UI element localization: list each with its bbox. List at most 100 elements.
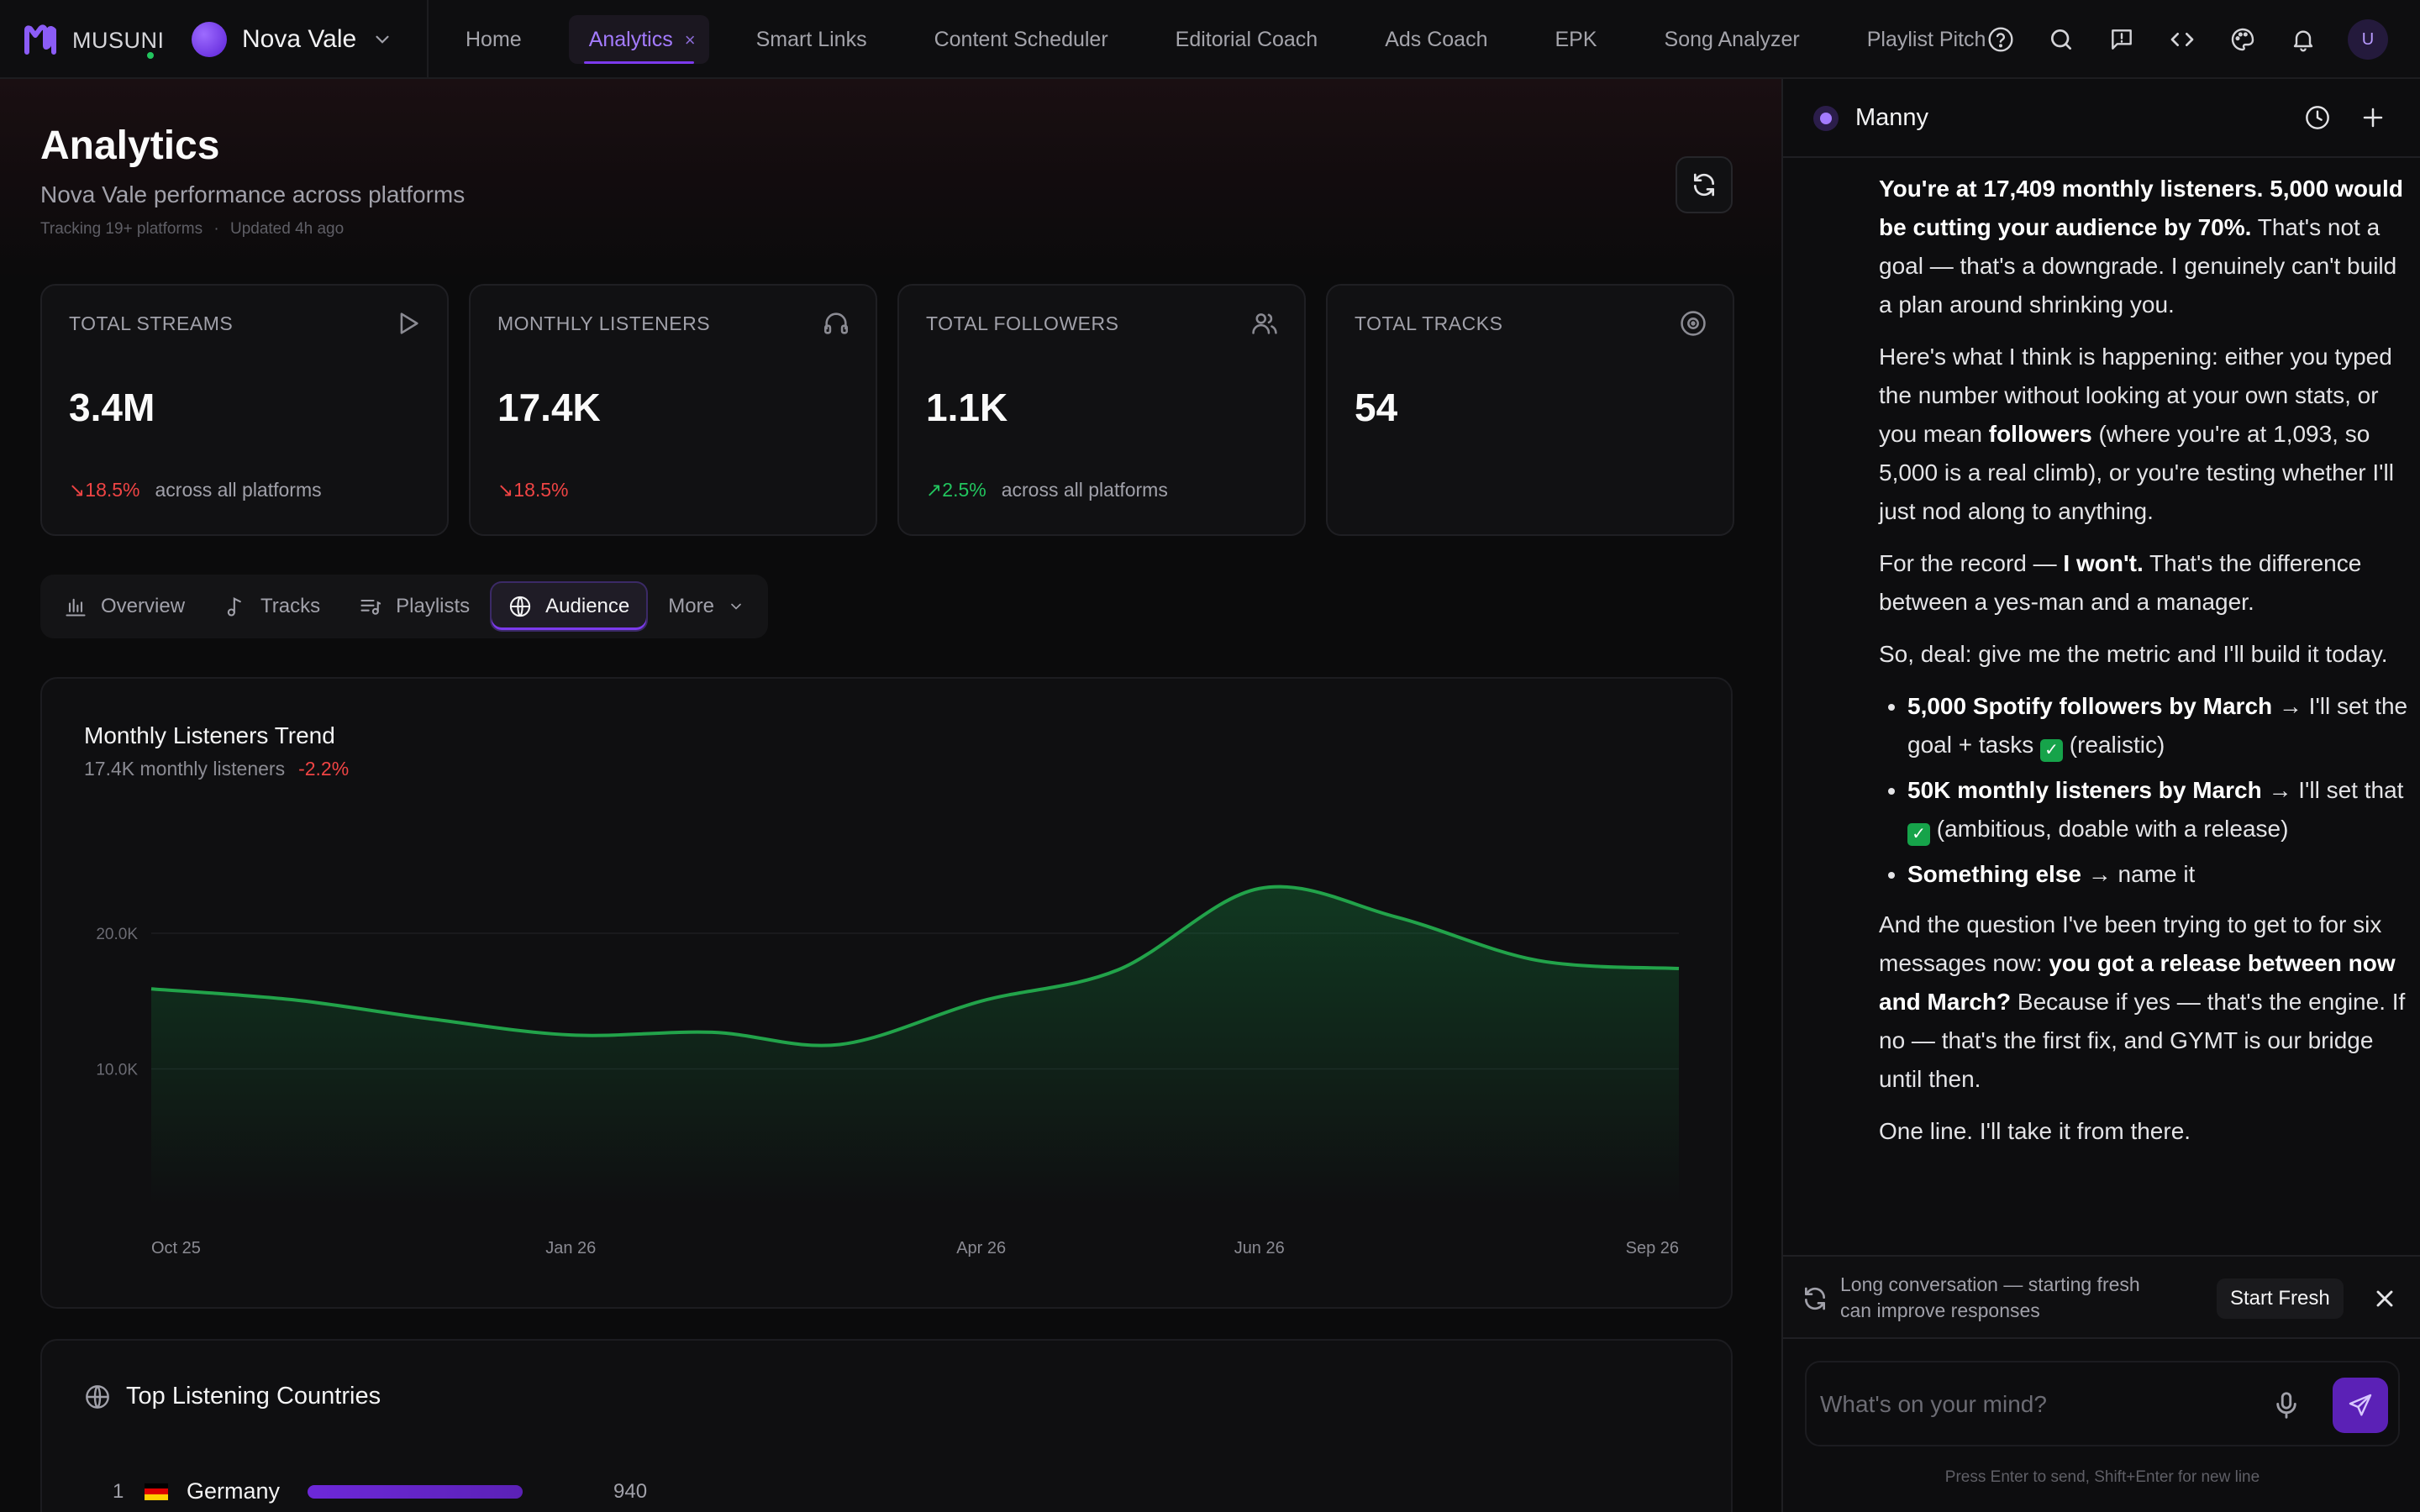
palette-icon[interactable] — [2227, 18, 2259, 60]
goal-option: Something else → name it — [1907, 855, 2408, 894]
chart-summary: 17.4K monthly listeners -2.2% — [84, 758, 349, 780]
subtab-label: Overview — [101, 595, 186, 617]
tab-label: Content Scheduler — [934, 28, 1108, 51]
message-input[interactable] — [1820, 1379, 2257, 1430]
tab-label: Editorial Coach — [1175, 28, 1318, 51]
artist-name: Nova Vale — [242, 25, 357, 53]
tab-analytics[interactable]: Analytics × — [568, 15, 709, 64]
goal-option: 50K monthly listeners by March → I'll se… — [1907, 771, 2408, 848]
top-countries-header: Top Listening Countries — [84, 1383, 381, 1410]
globe-icon — [86, 1384, 109, 1409]
tab-smart-links[interactable]: Smart Links — [736, 15, 887, 64]
tab-song-analyzer[interactable]: Song Analyzer — [1644, 15, 1820, 64]
chart-change: -2.2% — [298, 758, 350, 780]
chevron-down-icon — [376, 35, 389, 44]
send-button[interactable] — [2333, 1378, 2388, 1433]
artist-switcher[interactable]: Nova Vale — [192, 22, 393, 57]
close-tab-icon[interactable]: × — [684, 29, 696, 50]
stat-delta: ↘18.5% — [69, 479, 140, 501]
listeners-line — [150, 885, 1680, 1047]
trend-down-icon: ↘ — [69, 479, 86, 501]
tab-label: Analytics — [588, 28, 673, 51]
bell-icon[interactable] — [2287, 18, 2319, 60]
users-icon — [1252, 313, 1277, 334]
tab-label: Smart Links — [755, 28, 867, 51]
stat-label: MONTHLY LISTENERS — [497, 312, 711, 334]
long-conversation-notice: Long conversation — starting fresh can i… — [1783, 1255, 2420, 1339]
stat-card-total-tracks: TOTAL TRACKS 54 — [1326, 284, 1734, 536]
message-paragraph: So, deal: give me the metric and I'll bu… — [1879, 641, 2388, 667]
page-meta: Tracking 19+ platforms · Updated 4h ago — [40, 220, 344, 239]
germany-flag-icon — [145, 1483, 168, 1500]
goal-option: 5,000 Spotify followers by March → I'll … — [1907, 687, 2408, 764]
x-tick-label: Jan 26 — [545, 1239, 596, 1257]
playlist-icon — [360, 599, 381, 615]
message-paragraph: For the record — I won't. That's the dif… — [1879, 550, 2362, 615]
trend-up-icon: ↗ — [926, 479, 943, 501]
chart-summary-value: 17.4K monthly listeners — [84, 758, 286, 780]
tab-label: Playlist Pitch — [1866, 28, 1986, 51]
message-composer — [1805, 1361, 2400, 1446]
search-icon[interactable] — [2045, 18, 2077, 60]
stat-cards: TOTAL STREAMS 3.4M ↘18.5% across all pla… — [40, 284, 1734, 536]
message-paragraph: One line. I'll take it from there. — [1879, 1118, 2191, 1144]
monthly-listeners-chart[interactable]: 10.0K 20.0K Oct 25 Jan 26 Apr 26 Jun 26 Sep 26 — [42, 679, 1734, 1310]
online-status-indicator — [145, 50, 155, 60]
nav-tabs: Home Analytics × Smart Links Content Sche… — [445, 15, 2033, 64]
music-note-icon — [227, 596, 241, 617]
history-icon[interactable] — [2301, 101, 2334, 134]
message-paragraph: Here's what I think is happening: either… — [1879, 344, 2394, 524]
refresh-button[interactable] — [1676, 156, 1733, 213]
tab-editorial-coach[interactable]: Editorial Coach — [1155, 15, 1339, 64]
x-tick-label: Jun 26 — [1234, 1239, 1285, 1257]
message-paragraph: And the question I've been trying to get… — [1879, 911, 2406, 1092]
stat-label: TOTAL STREAMS — [69, 312, 234, 334]
tab-content-scheduler[interactable]: Content Scheduler — [914, 15, 1128, 64]
tab-playlist-pitch[interactable]: Playlist Pitch — [1847, 15, 2007, 64]
composer-hint: Press Enter to send, Shift+Enter for new… — [1944, 1468, 2260, 1486]
x-tick-label: Sep 26 — [1626, 1239, 1679, 1257]
subtab-tracks[interactable]: Tracks — [207, 583, 337, 630]
feedback-icon[interactable] — [2106, 18, 2138, 60]
stat-label: TOTAL TRACKS — [1355, 312, 1503, 334]
listeners-area — [151, 886, 1679, 1205]
close-icon[interactable] — [2371, 1285, 2398, 1312]
start-fresh-button[interactable]: Start Fresh — [2217, 1278, 2344, 1319]
microphone-icon[interactable] — [2270, 1389, 2302, 1421]
plus-icon[interactable] — [2356, 101, 2390, 134]
stat-delta: ↗2.5% — [926, 479, 986, 501]
tab-home[interactable]: Home — [445, 15, 542, 64]
subtab-more[interactable]: More — [651, 583, 761, 630]
user-avatar[interactable]: U — [2348, 19, 2388, 60]
analytics-subtabs: Overview Tracks Playlists Audience More — [40, 575, 768, 638]
goal-options-list: 5,000 Spotify followers by March → I'll … — [1907, 687, 2408, 894]
tab-epk[interactable]: EPK — [1535, 15, 1618, 64]
x-tick-label: Oct 25 — [151, 1239, 201, 1257]
stat-foot-text: across all platforms — [155, 479, 322, 501]
message-paragraph: You're at 17,409 monthly listeners. 5,00… — [1879, 176, 2403, 318]
refresh-icon — [1805, 1287, 1825, 1310]
artist-avatar — [192, 22, 227, 57]
main-content: Analytics Nova Vale performance across p… — [0, 79, 1781, 1512]
stat-value: 3.4M — [69, 386, 155, 429]
help-circle-icon[interactable] — [1985, 18, 2017, 60]
subtab-overview[interactable]: Overview — [47, 583, 202, 630]
stat-footer: ↘18.5% — [497, 479, 569, 501]
code-icon[interactable] — [2166, 18, 2198, 60]
send-icon — [2349, 1394, 2372, 1416]
tab-label: Home — [466, 28, 522, 51]
top-navigation: MUSUNI Nova Vale Home Analytics × Smart L… — [0, 0, 2420, 79]
nav-icon-group: U — [1985, 18, 2388, 60]
subtab-audience[interactable]: Audience — [492, 583, 647, 630]
country-name: Germany — [187, 1478, 281, 1504]
stat-value: 17.4K — [497, 386, 601, 429]
tab-ads-coach[interactable]: Ads Coach — [1365, 15, 1507, 64]
x-tick-label: Apr 26 — [956, 1239, 1006, 1257]
headphones-icon — [823, 312, 849, 334]
stat-value: 1.1K — [926, 386, 1008, 429]
y-tick-label: 10.0K — [96, 1062, 138, 1079]
subtab-label: Audience — [545, 595, 630, 617]
subtab-playlists[interactable]: Playlists — [342, 583, 487, 630]
logo[interactable]: MUSUNI — [24, 24, 165, 57]
refresh-icon — [1694, 173, 1714, 197]
